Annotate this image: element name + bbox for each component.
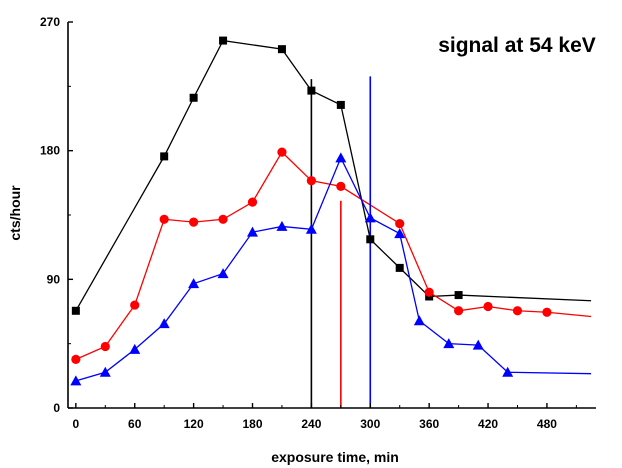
series-3-point	[502, 366, 514, 377]
series-3-point	[247, 226, 259, 237]
series-1-point	[160, 152, 169, 161]
series-3-point	[472, 339, 484, 350]
x-tick-label: 120	[184, 417, 204, 431]
series-2-point	[483, 301, 493, 312]
series-3-point	[443, 338, 455, 349]
series-3-point	[70, 375, 82, 386]
series-2-point	[71, 354, 81, 364]
y-axis-title: cts/hour	[7, 185, 23, 241]
series-3-point	[335, 152, 347, 163]
series-3-line	[75, 156, 592, 382]
series-2-point	[247, 197, 258, 207]
series-3-point	[276, 220, 288, 231]
x-tick-label: 0	[73, 417, 80, 431]
series-1-line	[75, 39, 592, 312]
series-2-point	[189, 217, 199, 227]
series-3-point	[188, 278, 200, 289]
series-2-point	[277, 147, 287, 157]
series-2-point	[424, 287, 434, 297]
axes-layer: 0 60 120 180 240 300 360 420 480 0 90 180 270	[40, 15, 596, 431]
series-3-point	[305, 223, 317, 234]
x-axis-title: exposure time, min	[271, 449, 399, 465]
x-tick-label: 300	[360, 417, 380, 431]
series-1-point	[395, 263, 404, 272]
series-3-point	[394, 228, 406, 239]
x-tick-label: 60	[128, 417, 142, 431]
x-tick-label: 420	[478, 417, 498, 431]
series-2-point	[395, 218, 405, 229]
x-tick-label: 360	[419, 417, 439, 431]
series-2-point	[218, 214, 228, 224]
series-2-point	[336, 181, 346, 192]
series-2-point	[100, 341, 110, 352]
series-1-point	[219, 36, 228, 45]
x-tick-label: 240	[301, 417, 321, 431]
series-2-line	[75, 151, 592, 360]
x-tick-label: 180	[242, 417, 262, 431]
series-3-point	[158, 318, 170, 329]
series-1-point	[71, 306, 80, 315]
chart-title: signal at 54 keV	[438, 34, 596, 57]
series-3-point	[129, 343, 141, 354]
y-tick-label: 180	[40, 144, 60, 158]
series-1-point	[454, 291, 463, 300]
series-2-point	[512, 306, 523, 316]
y-tick-label: 90	[47, 272, 61, 286]
series-layer	[70, 36, 592, 408]
series-2-point	[130, 300, 140, 310]
series-2-point	[542, 307, 552, 317]
series-2-point	[306, 176, 316, 186]
y-tick-label: 0	[53, 401, 60, 415]
series-2-point	[454, 306, 464, 316]
series-1-point	[307, 86, 316, 95]
series-1-point	[277, 45, 286, 54]
series-3-point	[413, 315, 425, 326]
series-3-point	[99, 366, 111, 377]
y-tick-label: 270	[40, 15, 60, 29]
series-1-point	[189, 93, 198, 102]
series-2-point	[159, 214, 169, 224]
series-3-point	[217, 268, 229, 279]
series-3-point	[364, 212, 376, 223]
x-tick-label: 480	[537, 417, 557, 431]
series-1-point	[366, 235, 375, 244]
series-1-point	[336, 100, 345, 109]
